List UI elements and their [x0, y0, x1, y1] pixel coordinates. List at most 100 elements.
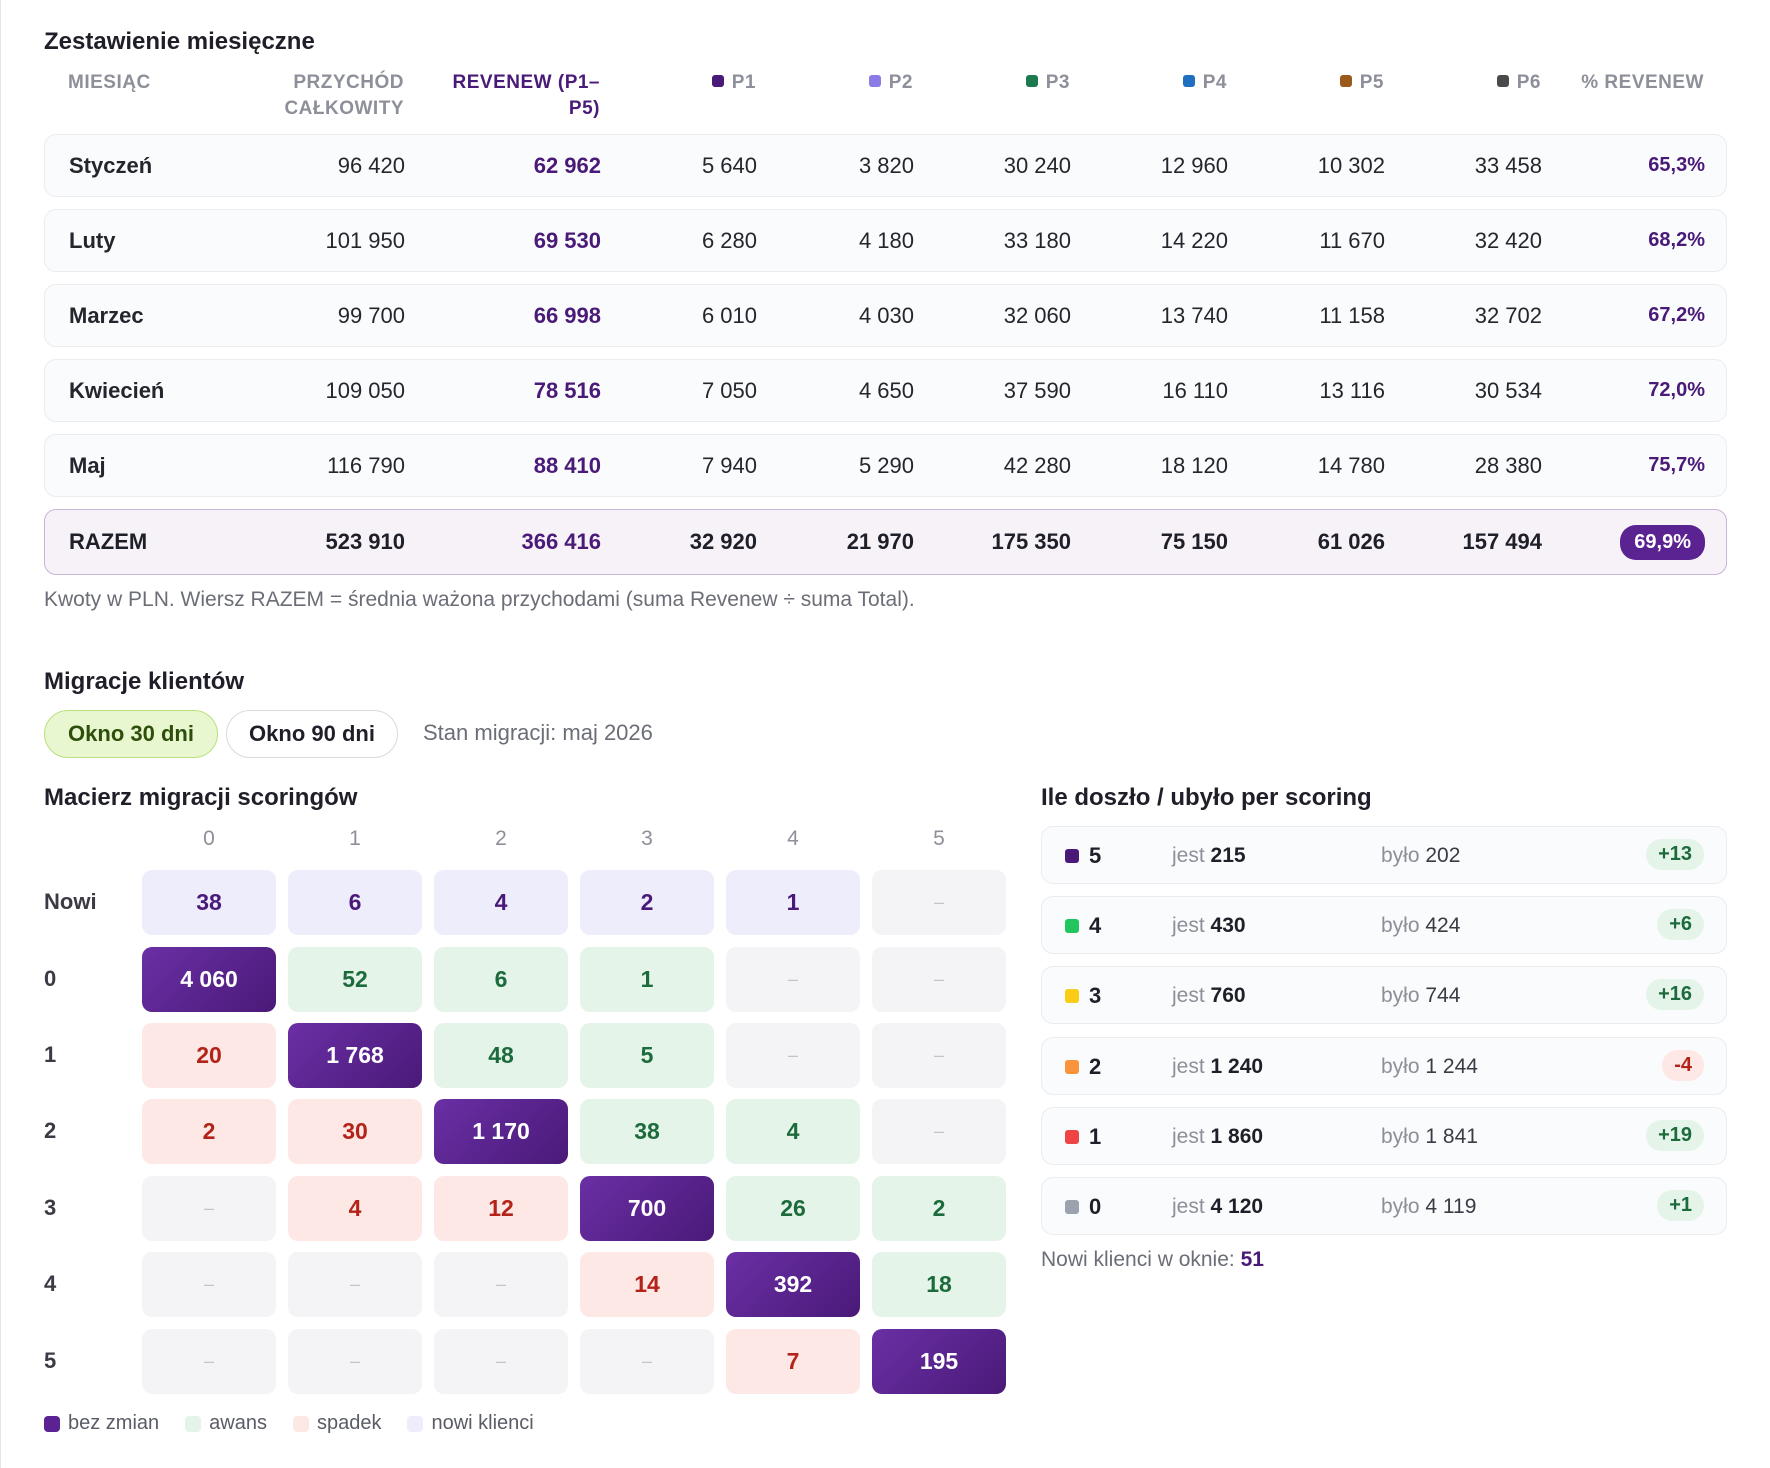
cell-p3: 32 060 [1003, 302, 1071, 328]
legend-label: nowi klienci [431, 1412, 534, 1434]
matrix-cell: – [288, 1329, 422, 1394]
matrix-cell: 2 [872, 1176, 1006, 1241]
matrix-cell: 1 170 [434, 1099, 568, 1164]
matrix-cell: 2 [580, 870, 714, 935]
cell-total: 96 420 [337, 152, 405, 178]
cell-p3: 33 180 [1003, 227, 1071, 253]
matrix-cell: – [434, 1252, 568, 1317]
matrix-cell: 392 [726, 1252, 860, 1317]
cell-p5: 11 670 [1319, 227, 1385, 253]
cell-total: 523 910 [325, 529, 405, 554]
matrix-cell: – [288, 1252, 422, 1317]
cell-name: RAZEM [69, 529, 148, 554]
cell-p5: 11 158 [1319, 302, 1385, 328]
cell-pct: 67,2% [1648, 304, 1705, 326]
cell-p2: 4 030 [858, 302, 914, 328]
cell-p5: 61 026 [1317, 529, 1385, 554]
col-p6: P6 [1389, 70, 1541, 96]
new-clients-count: 51 [1240, 1248, 1264, 1271]
matrix-title: Macierz migracji scoringów [44, 784, 358, 811]
cell-p1: 7 050 [701, 377, 757, 403]
col-p4: P4 [1075, 70, 1227, 96]
matrix-cell: 38 [142, 870, 276, 935]
matrix-cell: 20 [142, 1023, 276, 1088]
matrix-cell: – [580, 1329, 714, 1394]
matrix-cell: – [872, 870, 1006, 935]
scoring-row: 5 jest 215 było 202 +13 [1041, 826, 1727, 884]
score-color-icon [1065, 919, 1079, 933]
cell-p5: 14 780 [1317, 452, 1385, 478]
score-now: jest 760 [1172, 984, 1246, 1007]
cell-p4: 75 150 [1160, 529, 1228, 554]
legend-swatch-icon [407, 1415, 424, 1432]
score-was: było 1 841 [1381, 1125, 1478, 1148]
cell-p2: 3 820 [858, 152, 914, 178]
col-p1: P1 [604, 70, 756, 96]
migration-title: Migracje klientów [44, 668, 245, 695]
matrix-cell: 18 [872, 1252, 1006, 1317]
matrix-cell: 1 [726, 870, 860, 935]
legend-item: spadek [292, 1412, 381, 1435]
matrix-cell: – [142, 1252, 276, 1317]
table-row: Maj 116 790 88 410 7 940 5 290 42 280 18 120 14… [44, 434, 1727, 497]
cell-p2: 4 650 [858, 377, 914, 403]
matrix-cell: 48 [434, 1023, 568, 1088]
monthly-summary-title: Zestawienie miesięczne [44, 28, 315, 55]
cell-pct: 75,7% [1648, 454, 1705, 476]
cell-p6: 32 420 [1474, 227, 1542, 253]
cell-p6: 157 494 [1462, 529, 1542, 554]
matrix-cell: 4 [434, 870, 568, 935]
score-color-icon [1065, 849, 1079, 863]
score-delta-badge: +16 [1646, 979, 1704, 1010]
monthly-note: Kwoty w PLN. Wiersz RAZEM = średnia ważo… [44, 588, 915, 611]
cell-p2: 21 970 [846, 529, 914, 554]
matrix-cell: – [142, 1176, 276, 1241]
matrix-cell: 700 [580, 1176, 714, 1241]
cell-p6: 32 702 [1474, 302, 1542, 328]
scoring-row: 1 jest 1 860 było 1 841 +19 [1041, 1107, 1727, 1165]
legend-item: nowi klienci [407, 1412, 534, 1435]
matrix-cell: 14 [580, 1252, 714, 1317]
cell-p3: 175 350 [991, 529, 1071, 554]
tab-window-30-days[interactable]: Okno 30 dni [44, 710, 218, 758]
score-label: 3 [1089, 983, 1102, 1008]
score-label: 2 [1089, 1054, 1102, 1079]
matrix-row-header: 0 [44, 966, 57, 991]
cell-p4: 16 110 [1162, 377, 1228, 403]
cell-total: 99 700 [337, 302, 405, 328]
matrix-row-header: 1 [44, 1042, 57, 1067]
cell-rev: 366 416 [521, 529, 601, 554]
legend-label: bez zmian [68, 1412, 160, 1434]
cell-p6: 30 534 [1474, 377, 1542, 403]
col-p2: P2 [761, 70, 913, 96]
cell-p3: 42 280 [1003, 452, 1071, 478]
score-now: jest 1 860 [1172, 1125, 1264, 1148]
matrix-col-header: 2 [495, 827, 507, 850]
scoring-row: 0 jest 4 120 było 4 119 +1 [1041, 1177, 1727, 1235]
cell-p4: 18 120 [1160, 452, 1228, 478]
scoring-row: 4 jest 430 było 424 +6 [1041, 896, 1727, 954]
col-p5: P5 [1232, 70, 1384, 96]
matrix-cell: 30 [288, 1099, 422, 1164]
matrix-row-header: 5 [44, 1348, 57, 1373]
matrix-row-header: 2 [44, 1118, 57, 1143]
cell-rev: 78 516 [533, 377, 601, 403]
cell-name: Styczeń [69, 152, 153, 178]
table-row: Styczeń 96 420 62 962 5 640 3 820 30 240 12 96… [44, 134, 1727, 197]
cell-p5: 13 116 [1319, 377, 1385, 403]
cell-p1: 7 940 [701, 452, 757, 478]
score-now: jest 430 [1172, 914, 1246, 937]
cell-p6: 33 458 [1474, 152, 1542, 178]
matrix-col-header: 1 [349, 827, 361, 850]
cell-p2: 5 290 [858, 452, 914, 478]
cell-name: Maj [69, 452, 106, 478]
tab-window-90-days[interactable]: Okno 90 dni [226, 710, 398, 758]
matrix-cell: – [872, 947, 1006, 1012]
col-revenew: REVENEW (P1– P5) [452, 72, 600, 119]
monthly-table-header: MIESIĄC PRZYCHÓD CAŁKOWITY REVENEW (P1– P5… [44, 70, 1727, 130]
matrix-cell: 6 [288, 870, 422, 935]
p3-swatch-icon [1025, 75, 1038, 87]
cell-p4: 13 740 [1160, 302, 1228, 328]
matrix-row-header: 3 [44, 1195, 57, 1220]
